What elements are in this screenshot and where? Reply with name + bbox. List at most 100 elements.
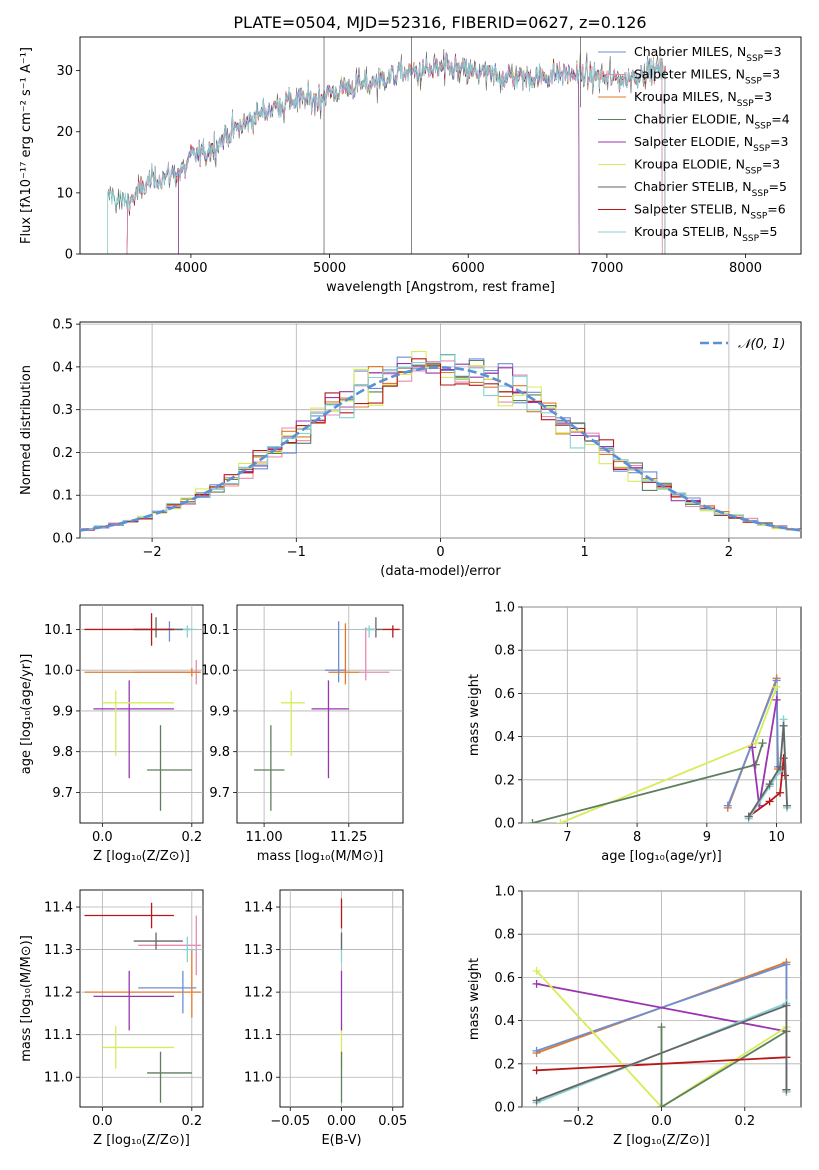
spectrum-lines bbox=[107, 37, 666, 254]
weights_age-y-tick-label: 0.6 bbox=[494, 687, 515, 702]
mass_Z-y-label: mass [log₁₀(M/M⊙)] bbox=[19, 935, 34, 1062]
mass_EBV-y-tick-label: 11.0 bbox=[244, 1071, 273, 1086]
mass-weight-vs-age-panel: 7 8 9 10 0.0 0.2 0.4 0.6 0.8 1.0 age [log₁₀(age/yr… bbox=[467, 601, 802, 864]
weights_age-y-tick-label: 1.0 bbox=[494, 601, 515, 616]
mass_Z-y-tick-label: 11.0 bbox=[44, 1071, 73, 1086]
age_Z-y-tick-label: 9.7 bbox=[52, 786, 73, 801]
spectrum-x-tick-label: 5000 bbox=[313, 261, 346, 276]
residuals-y-tick-label: 0.4 bbox=[52, 360, 73, 375]
residuals-x-tick-label: 0 bbox=[436, 545, 444, 560]
weights_age-y-tick-label: 0.4 bbox=[494, 730, 515, 745]
legend-label: Chabrier MILES, NSSP=3 bbox=[634, 44, 782, 64]
weight-line bbox=[535, 970, 787, 1107]
age_mass-x-label: mass [log₁₀(M/M⊙)] bbox=[257, 849, 384, 864]
age_Z-y-tick-label: 10.0 bbox=[44, 664, 73, 679]
weights_age-x-tick-label: 9 bbox=[703, 830, 711, 845]
weight-line bbox=[751, 699, 778, 806]
mass_EBV-x-label: E(B-V) bbox=[321, 1133, 361, 1148]
weights_Z-y-tick-label: 0.0 bbox=[494, 1101, 515, 1116]
weights_Z-x-label: Z [log₁₀(Z/Z⊙)] bbox=[613, 1133, 710, 1148]
residuals-y-tick-label: 0.3 bbox=[52, 403, 73, 418]
spectrum-line-chabrier-elodie bbox=[178, 54, 580, 254]
residuals-x-tick-label: 2 bbox=[725, 545, 733, 560]
weights_Z-x-tick-label: −0.2 bbox=[562, 1114, 594, 1129]
weights_age-x-tick-label: 7 bbox=[563, 830, 571, 845]
spectrum-y-tick-label: 0 bbox=[65, 248, 73, 263]
spectrum-y-label: Flux [fλ10⁻¹⁷ erg cm⁻² s⁻¹ A⁻¹] bbox=[19, 47, 34, 244]
weights_age-y-tick-label: 0.2 bbox=[494, 773, 515, 788]
residual-histogram-panel: −2 −1 0 1 2 0.0 0.1 0.2 0.3 0.4 0.5 (data-model)/er… bbox=[19, 318, 802, 579]
age_Z-frame bbox=[79, 604, 204, 824]
weights_age-frame bbox=[521, 606, 802, 824]
legend-label: Kroupa MILES, NSSP=3 bbox=[634, 89, 772, 109]
mass_EBV-x-tick-label: −0.05 bbox=[270, 1114, 310, 1129]
weights_Z-y-tick-label: 0.6 bbox=[494, 971, 515, 986]
age_mass-y-tick-label: 9.7 bbox=[209, 786, 230, 801]
normal-legend-label: 𝒩(0, 1) bbox=[738, 337, 785, 352]
mass_Z-x-label: Z [log₁₀(Z/Z⊙)] bbox=[93, 1133, 190, 1148]
residuals-x-tick-label: −1 bbox=[287, 545, 306, 560]
age_mass-x-tick-label: 11.25 bbox=[330, 830, 367, 845]
weights_Z-lines bbox=[532, 958, 791, 1107]
mass_Z-y-tick-label: 11.1 bbox=[44, 1028, 73, 1043]
age-vs-mass-panel: 11.00 11.25 9.7 9.8 9.9 10.0 10.1 mass [log₁₀(M… bbox=[201, 604, 404, 864]
weights_age-x-label: age [log₁₀(age/yr)] bbox=[601, 849, 722, 864]
legend-label: Chabrier ELODIE, NSSP=4 bbox=[634, 112, 790, 132]
mass-weight-vs-metallicity-panel: −0.2 0.0 0.2 0.0 0.2 0.4 0.6 0.8 1.0 Z [log₁₀(Z/Z… bbox=[467, 885, 802, 1148]
weights_Z-y-tick-label: 0.2 bbox=[494, 1057, 515, 1072]
residuals-x-tick-label: −2 bbox=[143, 545, 162, 560]
residuals-x-label: (data-model)/error bbox=[380, 564, 501, 579]
mass_Z-x-tick-label: 0.0 bbox=[92, 1114, 113, 1129]
spectrum-line-kroupa-stelib bbox=[107, 55, 666, 254]
weight-line bbox=[536, 1056, 787, 1072]
age_mass-points bbox=[253, 617, 400, 811]
mass_Z-points bbox=[84, 902, 201, 1103]
weights_Z-x-tick-label: 0.0 bbox=[651, 1114, 672, 1129]
spectrum-line-salpeter-elodie bbox=[178, 52, 580, 254]
residual-hist-kroupa-stelib bbox=[80, 354, 801, 531]
legend-label: Salpeter MILES, NSSP=3 bbox=[634, 67, 780, 87]
residuals-y-label: Normed distribution bbox=[19, 365, 34, 495]
mass_Z-x-tick-label: 0.2 bbox=[181, 1114, 202, 1129]
residuals-y-tick-label: 0.2 bbox=[52, 446, 73, 461]
spectrum-panel: 4000 5000 6000 7000 8000 0 10 20 30 wavelength [A… bbox=[19, 36, 802, 295]
residual-hist-salpeter-stelib bbox=[80, 358, 801, 530]
spectrum-y-tick-label: 10 bbox=[56, 186, 73, 201]
mass_EBV-y-tick-label: 11.3 bbox=[244, 943, 273, 958]
mass-vs-metallicity-panel: 0.0 0.2 11.0 11.1 11.2 11.3 11.4 Z [log₁₀(Z/Z⊙)… bbox=[19, 889, 204, 1148]
weights_Z-y-tick-label: 0.4 bbox=[494, 1014, 515, 1029]
age_Z-y-tick-label: 9.8 bbox=[52, 745, 73, 760]
mass_EBV-y-tick-label: 11.1 bbox=[244, 1028, 273, 1043]
age_Z-x-label: Z [log₁₀(Z/Z⊙)] bbox=[93, 849, 190, 864]
mass_EBV-y-tick-label: 11.2 bbox=[244, 986, 273, 1001]
figure-title: PLATE=0504, MJD=52316, FIBERID=0627, z=0… bbox=[233, 13, 646, 32]
weights_Z-y-label: mass weight bbox=[467, 958, 482, 1040]
spectrum-x-tick-label: 7000 bbox=[590, 261, 623, 276]
age_mass-y-tick-label: 9.9 bbox=[209, 704, 230, 719]
weights_age-y-tick-label: 0.8 bbox=[494, 644, 515, 659]
weights_age-y-label: mass weight bbox=[467, 674, 482, 756]
residuals-y-tick-label: 0.1 bbox=[52, 489, 73, 504]
normal-curve bbox=[80, 366, 801, 532]
legend-label: Chabrier STELIB, NSSP=5 bbox=[634, 179, 787, 199]
spectrum-x-tick-label: 4000 bbox=[174, 261, 207, 276]
legend-label: Salpeter STELIB, NSSP=6 bbox=[634, 202, 786, 222]
weights_age-x-tick-label: 8 bbox=[633, 830, 641, 845]
age_Z-x-tick-label: 0.2 bbox=[181, 830, 202, 845]
legend-label: Salpeter ELODIE, NSSP=3 bbox=[634, 134, 788, 154]
age_Z-y-label: age [log₁₀(age/yr)] bbox=[19, 654, 34, 775]
weights_age-y-tick-label: 0.0 bbox=[494, 817, 515, 832]
spectrum-x-tick-label: 6000 bbox=[452, 261, 485, 276]
weights_age-lines bbox=[528, 674, 792, 823]
spectrum-x-tick-label: 8000 bbox=[729, 261, 762, 276]
mass_Z-y-tick-label: 11.2 bbox=[44, 986, 73, 1001]
age_Z-y-tick-label: 10.1 bbox=[44, 623, 73, 638]
spectrum-y-tick-label: 30 bbox=[56, 64, 73, 79]
mass-vs-reddening-panel: −0.05 0.00 0.05 11.0 11.1 11.2 11.3 11.4 E(B-V) bbox=[244, 889, 407, 1148]
spectrum-legend: Chabrier MILES, NSSP=3 Salpeter MILES, NS… bbox=[598, 44, 790, 244]
residuals-x-tick-label: 1 bbox=[581, 545, 589, 560]
weights_Z-y-tick-label: 1.0 bbox=[494, 885, 515, 900]
spectrum-frame bbox=[79, 36, 802, 255]
age-vs-metallicity-panel: 0.0 0.2 9.7 9.8 9.9 10.0 10.1 Z [log₁₀(Z/Z⊙)] ag… bbox=[19, 604, 204, 864]
residual-steps bbox=[80, 350, 801, 532]
